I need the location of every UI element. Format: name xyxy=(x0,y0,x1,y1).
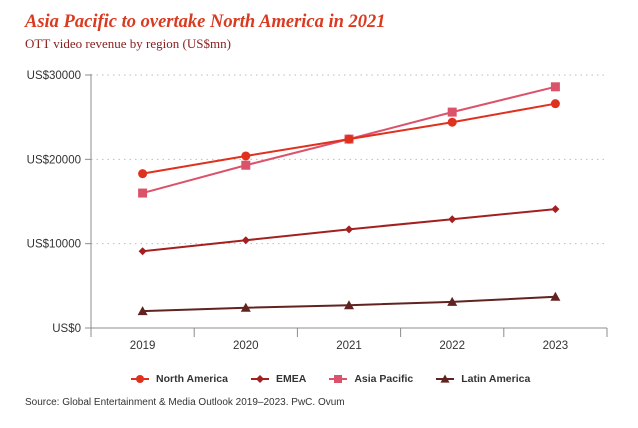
legend-swatch-triangle-icon xyxy=(436,374,455,383)
x-tick-label: 2019 xyxy=(130,340,156,352)
legend-swatch-diamond-icon xyxy=(250,375,269,383)
x-tick-label: 2021 xyxy=(336,340,362,352)
data-point xyxy=(344,300,354,310)
chart-subtitle: OTT video revenue by region (US$mn) xyxy=(25,36,231,51)
legend-swatch-circle-icon xyxy=(131,375,149,383)
x-tick-label: 2023 xyxy=(543,340,569,352)
data-point xyxy=(551,205,560,214)
data-point xyxy=(447,107,457,117)
series-group xyxy=(137,82,561,316)
data-point xyxy=(448,215,457,224)
legend: North America EMEA Asia Pacific Latin Ameri… xyxy=(130,373,530,385)
axes xyxy=(90,74,607,336)
legend-item: North America xyxy=(130,373,228,385)
data-point xyxy=(138,169,148,179)
data-point xyxy=(241,160,251,170)
series-emea xyxy=(138,205,560,256)
legend-label: EMEA xyxy=(275,373,307,385)
data-point xyxy=(550,82,560,92)
legend-label: Asia Pacific xyxy=(354,373,414,385)
legend-item: Latin America xyxy=(435,373,530,385)
y-tick-label: US$20000 xyxy=(27,154,81,166)
x-tick-label: 2020 xyxy=(233,340,259,352)
line-chart: US$0 US$10000 US$20000 US$30000 2019 2020 202… xyxy=(27,70,608,352)
y-tick-label: US$30000 xyxy=(27,70,81,82)
data-point xyxy=(137,306,148,316)
x-axis-ticks: 2019 2020 2021 2022 2023 xyxy=(90,328,608,352)
data-point xyxy=(138,188,148,198)
data-point xyxy=(447,117,457,127)
data-point xyxy=(447,296,458,306)
data-point xyxy=(345,225,353,234)
data-point xyxy=(240,302,251,312)
gridlines xyxy=(91,74,607,245)
data-point xyxy=(241,236,250,245)
legend-label: Latin America xyxy=(461,373,531,385)
data-point xyxy=(550,291,561,301)
y-tick-label: US$0 xyxy=(52,323,81,335)
data-point xyxy=(550,99,560,109)
series-latin-america xyxy=(137,291,561,316)
chart-title: Asia Pacific to overtake North America i… xyxy=(25,12,386,32)
legend-item: Asia Pacific xyxy=(328,373,413,385)
data-point xyxy=(241,151,251,161)
source-note: Source: Global Entertainment & Media Out… xyxy=(25,397,345,408)
data-point xyxy=(138,247,147,256)
series-north-america xyxy=(138,99,560,179)
x-tick-label: 2022 xyxy=(439,340,465,352)
legend-swatch-square-icon xyxy=(329,375,348,383)
legend-item: EMEA xyxy=(250,373,306,385)
y-axis-ticks: US$0 US$10000 US$20000 US$30000 xyxy=(27,70,91,335)
data-point xyxy=(344,134,354,144)
legend-label: North America xyxy=(156,373,228,385)
y-tick-label: US$10000 xyxy=(27,239,81,251)
